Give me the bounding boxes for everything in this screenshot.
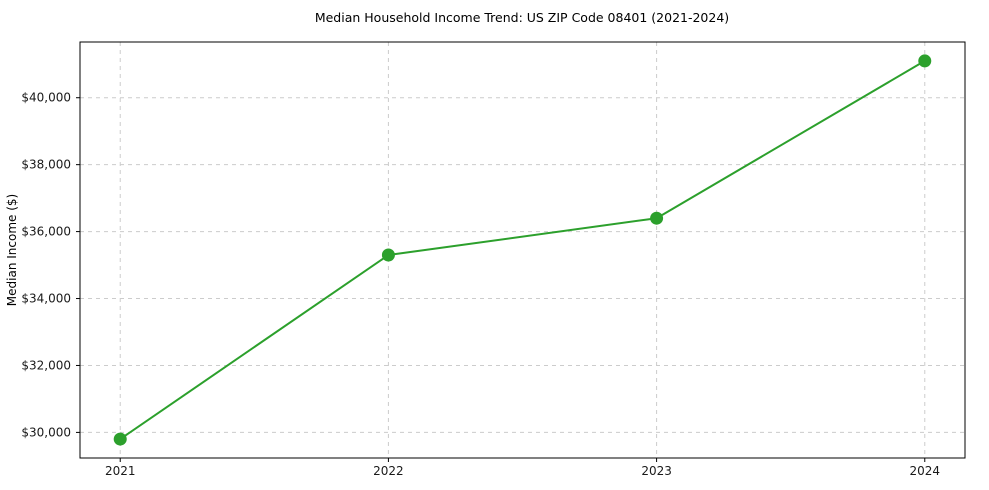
income-series-line xyxy=(119,59,926,441)
chart-title: Median Household Income Trend: US ZIP Co… xyxy=(315,10,729,25)
x-tick-label: 2022 xyxy=(373,464,404,478)
y-tick-label: $30,000 xyxy=(21,425,71,439)
plot-border xyxy=(79,41,966,459)
y-tick-label: $38,000 xyxy=(21,158,71,172)
x-tick-label: 2023 xyxy=(641,464,672,478)
x-tick-labels: 2021 2022 2023 2024 xyxy=(105,464,940,478)
x-tick-label: 2021 xyxy=(105,464,136,478)
data-point-marker xyxy=(113,432,127,446)
data-point-marker xyxy=(650,211,664,225)
data-point-marker xyxy=(918,54,932,68)
x-tick-label: 2024 xyxy=(909,464,940,478)
y-tick-label: $32,000 xyxy=(21,358,71,372)
y-tick-label: $34,000 xyxy=(21,292,71,306)
y-axis-label: Median Income ($) xyxy=(5,194,19,306)
tick-marks xyxy=(76,97,926,462)
y-tick-label: $40,000 xyxy=(21,91,71,105)
y-tick-label: $36,000 xyxy=(21,225,71,239)
y-tick-labels: $30,000 $32,000 $34,000 $36,000 $38,000 $40,0… xyxy=(21,91,71,440)
data-point-marker xyxy=(381,248,395,262)
income-series-markers xyxy=(113,54,932,446)
